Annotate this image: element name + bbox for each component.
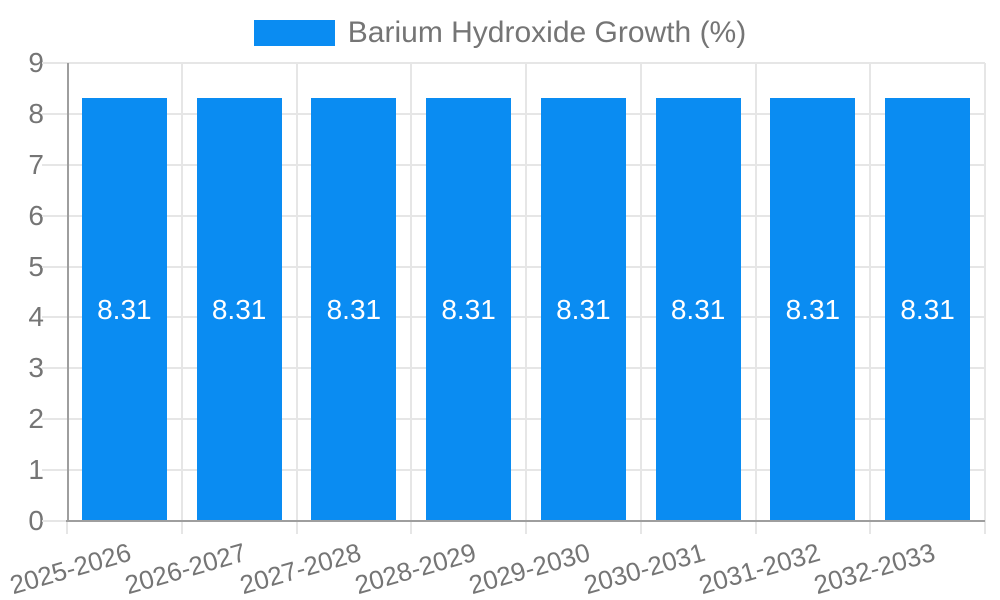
bar-value-label: 8.31 [211, 293, 267, 325]
x-tick-label: 2025-2026 [6, 537, 135, 600]
y-tick-label: 8 [28, 97, 44, 129]
x-tick-label: 2027-2028 [236, 537, 365, 600]
gridline-h [42, 112, 985, 115]
y-tick-label: 6 [28, 199, 44, 231]
gridline-v [984, 63, 986, 534]
bar[interactable]: 8.31 [540, 98, 626, 521]
y-axis-line [67, 63, 69, 522]
gridline-h [42, 62, 985, 64]
bar[interactable]: 8.31 [81, 98, 167, 521]
y-tick-label: 1 [28, 454, 44, 486]
y-tick-label: 3 [28, 352, 44, 384]
y-tick-label: 4 [28, 301, 44, 333]
gridline-h [42, 418, 985, 421]
bar[interactable]: 8.31 [196, 98, 282, 521]
y-tick-label: 2 [28, 403, 44, 435]
x-tick-label: 2031-2032 [695, 537, 824, 600]
bar-value-label: 8.31 [670, 293, 726, 325]
bar[interactable]: 8.31 [885, 98, 971, 521]
gridline-v [525, 63, 527, 534]
gridline-h [42, 214, 985, 217]
y-tick-label: 5 [28, 250, 44, 282]
legend[interactable]: Barium Hydroxide Growth (%) [0, 16, 1000, 50]
x-tick-label: 2028-2029 [351, 537, 479, 600]
bar-value-label: 8.31 [97, 293, 152, 325]
legend-label: Barium Hydroxide Growth (%) [347, 16, 747, 49]
gridline-v [639, 63, 642, 534]
gridline-v [295, 63, 298, 534]
gridline-h [42, 469, 985, 472]
gridline-v [754, 63, 757, 534]
x-tick-label: 2032-2033 [810, 537, 938, 600]
bar[interactable]: 8.31 [770, 98, 856, 521]
gridline-v [180, 63, 183, 534]
x-tick-label: 2029-2030 [465, 537, 594, 600]
gridline-v [410, 63, 413, 534]
legend-swatch [253, 20, 335, 46]
x-tick-label: 2030-2031 [580, 537, 709, 600]
gridline-h [42, 265, 985, 268]
y-tick-label: 0 [28, 505, 44, 536]
x-axis-tick [66, 521, 68, 534]
bar-value-label: 8.31 [556, 293, 611, 325]
y-tick-label: 9 [28, 47, 44, 78]
bar-value-label: 8.31 [441, 293, 496, 325]
bar-value-label: 8.31 [785, 293, 841, 325]
bar-value-label: 8.31 [326, 293, 382, 325]
gridline-h [42, 163, 985, 166]
gridline-h [42, 316, 985, 319]
x-tick-label: 2026-2027 [121, 537, 250, 600]
bar[interactable]: 8.31 [655, 98, 741, 521]
plot-area: 8.31 8.31 8.31 8.31 8.31 8.31 8.31 8.31 [42, 62, 986, 534]
bar-value-label: 8.31 [900, 293, 955, 325]
gridline-v [869, 63, 872, 534]
x-axis-line [66, 520, 985, 522]
bar[interactable]: 8.31 [311, 98, 397, 521]
bar[interactable]: 8.31 [426, 98, 512, 521]
y-tick-label: 7 [28, 148, 44, 180]
gridline-h [42, 367, 985, 370]
